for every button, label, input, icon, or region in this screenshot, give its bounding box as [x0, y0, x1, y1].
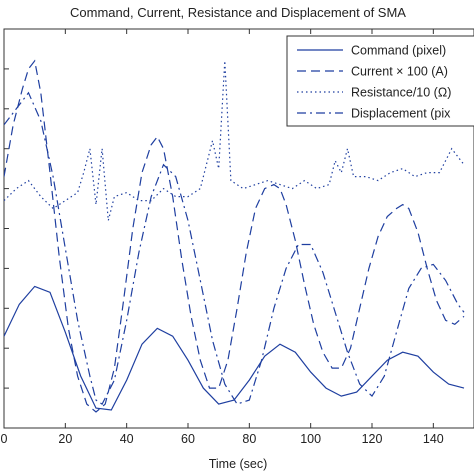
x-tick-label: 80 [242, 432, 256, 446]
x-tick-label: 100 [300, 432, 321, 446]
x-tick-label: 60 [181, 432, 195, 446]
x-tick-label: 120 [362, 432, 383, 446]
x-axis-label: Time (sec) [209, 457, 268, 471]
x-tick-label: 20 [58, 432, 72, 446]
legend-label: Resistance/10 (Ω) [351, 86, 451, 100]
series-line-2 [4, 59, 465, 413]
legend-label: Command (pixel) [351, 44, 446, 58]
y-axis [4, 68, 9, 389]
x-tick-label: 0 [1, 432, 8, 446]
legend-box [286, 35, 474, 127]
legend-label: Displacement (pix [351, 107, 451, 121]
legend-label: Current × 100 (A) [351, 65, 448, 79]
series-line-3 [4, 60, 465, 221]
chart-title: Command, Current, Resistance and Displac… [70, 5, 406, 20]
legend: Command (pixel) Current × 100 (A) Resistan… [286, 35, 474, 127]
x-tick-label: 140 [423, 432, 444, 446]
x-tick-label: 40 [120, 432, 134, 446]
series-layer [4, 59, 465, 413]
x-axis: 0 20 40 60 80 100 120 140 [1, 29, 444, 446]
